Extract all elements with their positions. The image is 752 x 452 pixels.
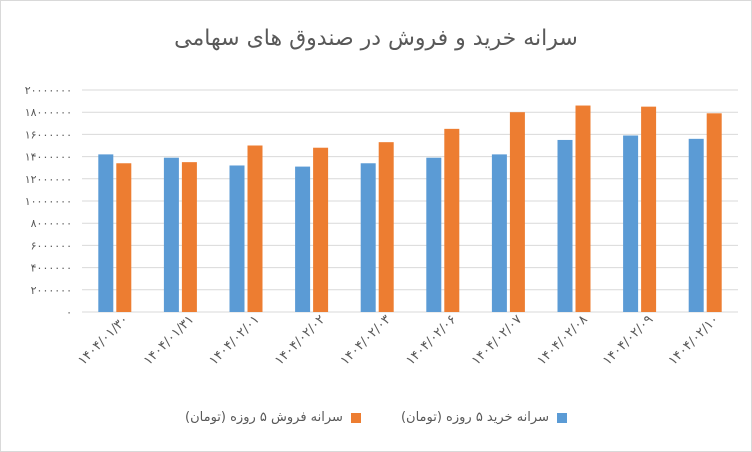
y-tick-label: ۱۶۰۰۰۰۰۰ bbox=[25, 128, 72, 141]
legend-item-buy: سرانه خرید ۵ روزه (تومان) bbox=[401, 410, 567, 425]
legend-label-buy: سرانه خرید ۵ روزه (تومان) bbox=[400, 410, 549, 425]
x-tick-label: ۱۴۰۴/۰۲/۰۳ bbox=[338, 312, 394, 368]
bar-buy bbox=[229, 165, 245, 312]
legend-swatch-sell bbox=[350, 412, 361, 423]
legend: سرانه خرید ۵ روزه (تومان) سرانه فروش ۵ ر… bbox=[0, 410, 752, 425]
bar-buy bbox=[688, 138, 704, 312]
bar-buy bbox=[623, 135, 639, 312]
bar-sell bbox=[575, 105, 591, 312]
y-tick-label: ۴۰۰۰۰۰۰ bbox=[31, 262, 72, 275]
bar-sell bbox=[378, 142, 394, 312]
x-tick-label: ۱۴۰۴/۰۲/۰۱ bbox=[207, 312, 263, 368]
y-tick-label: ۱۸۰۰۰۰۰۰ bbox=[25, 106, 72, 119]
x-tick-label: ۱۴۰۴/۰۲/۰۹ bbox=[600, 312, 656, 368]
x-tick-label: ۱۴۰۴/۰۲/۰۸ bbox=[535, 312, 591, 368]
y-tick-label: ۱۴۰۰۰۰۰۰ bbox=[25, 151, 72, 164]
bar-buy bbox=[295, 166, 311, 312]
bar-sell bbox=[444, 128, 460, 312]
y-tick-label: ۱۲۰۰۰۰۰۰ bbox=[25, 173, 72, 186]
bar-sell bbox=[116, 163, 132, 312]
bar-sell bbox=[641, 106, 657, 313]
bar-sell bbox=[509, 112, 525, 312]
x-tick-label: ۱۴۰۴/۰۲/۰۶ bbox=[403, 312, 459, 368]
bar-buy bbox=[491, 154, 507, 312]
legend-item-sell: سرانه فروش ۵ روزه (تومان) bbox=[185, 410, 361, 425]
y-tick-label: ۲۰۰۰۰۰۰۰ bbox=[25, 84, 72, 97]
y-tick-label: ۲۰۰۰۰۰۰ bbox=[31, 284, 72, 297]
legend-label-sell: سرانه فروش ۵ روزه (تومان) bbox=[185, 410, 343, 425]
bar-sell bbox=[247, 145, 263, 312]
y-tick-label: ۰ bbox=[66, 306, 72, 319]
x-tick-label: ۱۴۰۴/۰۲/۰۷ bbox=[469, 312, 525, 368]
y-tick-label: ۱۰۰۰۰۰۰۰ bbox=[25, 195, 72, 208]
bar-sell bbox=[181, 162, 197, 312]
legend-swatch-buy bbox=[556, 412, 567, 423]
bar-buy bbox=[360, 163, 376, 312]
x-tick-label: ۱۴۰۴/۰۱/۳۱ bbox=[141, 312, 197, 368]
x-tick-label: ۱۴۰۴/۰۲/۱۰ bbox=[666, 312, 722, 368]
bar-sell bbox=[313, 147, 329, 312]
bar-buy bbox=[426, 157, 442, 312]
bar-buy bbox=[163, 157, 179, 312]
bar-buy bbox=[557, 139, 573, 312]
bar-buy bbox=[98, 154, 114, 312]
bar-sell bbox=[706, 113, 722, 312]
y-tick-label: ۶۰۰۰۰۰۰ bbox=[31, 239, 72, 252]
x-tick-label: ۱۴۰۴/۰۲/۰۲ bbox=[272, 312, 328, 368]
chart-title: سرانه خرید و فروش در صندوق های سهامی bbox=[174, 26, 578, 51]
x-tick-label: ۱۴۰۴/۰۱/۳۰ bbox=[75, 312, 131, 368]
y-tick-label: ۸۰۰۰۰۰۰ bbox=[31, 217, 72, 230]
